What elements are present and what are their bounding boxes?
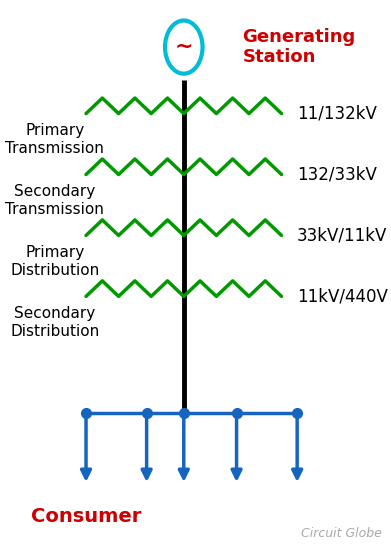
Text: 33kV/11kV: 33kV/11kV	[297, 227, 387, 244]
Text: Secondary
Transmission: Secondary Transmission	[5, 184, 104, 217]
Text: 11kV/440V: 11kV/440V	[297, 288, 388, 305]
Text: Secondary
Distribution: Secondary Distribution	[10, 306, 99, 338]
Text: ∼: ∼	[174, 37, 193, 57]
Text: Generating
Station: Generating Station	[242, 28, 356, 66]
Text: Primary
Transmission: Primary Transmission	[5, 124, 104, 156]
Text: Circuit Globe: Circuit Globe	[301, 527, 382, 540]
Text: Consumer: Consumer	[31, 507, 142, 526]
Text: Primary
Distribution: Primary Distribution	[10, 245, 99, 278]
Text: 132/33kV: 132/33kV	[297, 166, 377, 183]
Text: 11/132kV: 11/132kV	[297, 105, 377, 122]
